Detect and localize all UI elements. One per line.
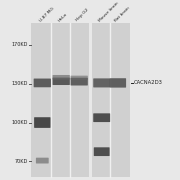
FancyBboxPatch shape [71,76,88,80]
FancyBboxPatch shape [36,158,49,163]
Text: Rat brain: Rat brain [114,5,131,22]
Text: U-87 MG: U-87 MG [39,6,55,22]
FancyBboxPatch shape [34,117,50,128]
Text: 130KD: 130KD [12,81,28,86]
FancyBboxPatch shape [53,75,70,80]
Text: 100KD: 100KD [12,120,28,125]
Text: Mouse brain: Mouse brain [98,1,120,22]
FancyBboxPatch shape [94,147,110,156]
Bar [89,23,92,177]
FancyBboxPatch shape [93,78,110,87]
Bar [31,23,89,177]
Text: 70KD: 70KD [15,159,28,164]
FancyBboxPatch shape [53,78,70,85]
FancyBboxPatch shape [71,78,88,86]
Text: HeLa: HeLa [57,12,68,22]
FancyBboxPatch shape [93,113,110,122]
Text: Hep G2: Hep G2 [75,8,90,22]
Text: 170KD: 170KD [12,42,28,47]
Bar [92,23,130,177]
FancyBboxPatch shape [110,78,126,88]
Text: CACNA2D3: CACNA2D3 [134,80,163,86]
FancyBboxPatch shape [34,78,51,87]
